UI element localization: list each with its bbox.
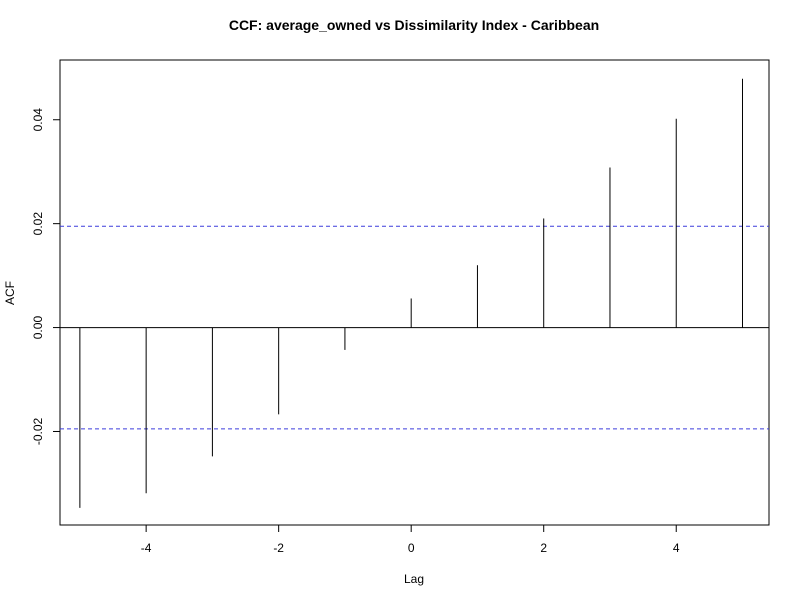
x-tick-label: -2 xyxy=(273,541,284,555)
x-axis: -4 -2 0 2 4 xyxy=(141,524,680,555)
y-tick-label: 0.02 xyxy=(31,212,45,236)
y-axis-label: ACF xyxy=(3,281,17,305)
y-axis: -0.02 0.00 0.02 0.04 xyxy=(31,108,61,445)
x-tick-label: -4 xyxy=(141,541,152,555)
x-tick-label: 4 xyxy=(673,541,680,555)
plot-area-box xyxy=(59,59,770,526)
y-tick-label: 0.04 xyxy=(31,108,45,132)
x-tick-label: 2 xyxy=(540,541,547,555)
chart-title: CCF: average_owned vs Dissimilarity Inde… xyxy=(229,17,599,33)
ccf-spikes xyxy=(79,78,743,508)
x-tick-label: 0 xyxy=(408,541,415,555)
x-axis-label: Lag xyxy=(404,572,424,586)
y-tick-label: 0.00 xyxy=(31,316,45,340)
y-tick-label: -0.02 xyxy=(31,417,45,445)
